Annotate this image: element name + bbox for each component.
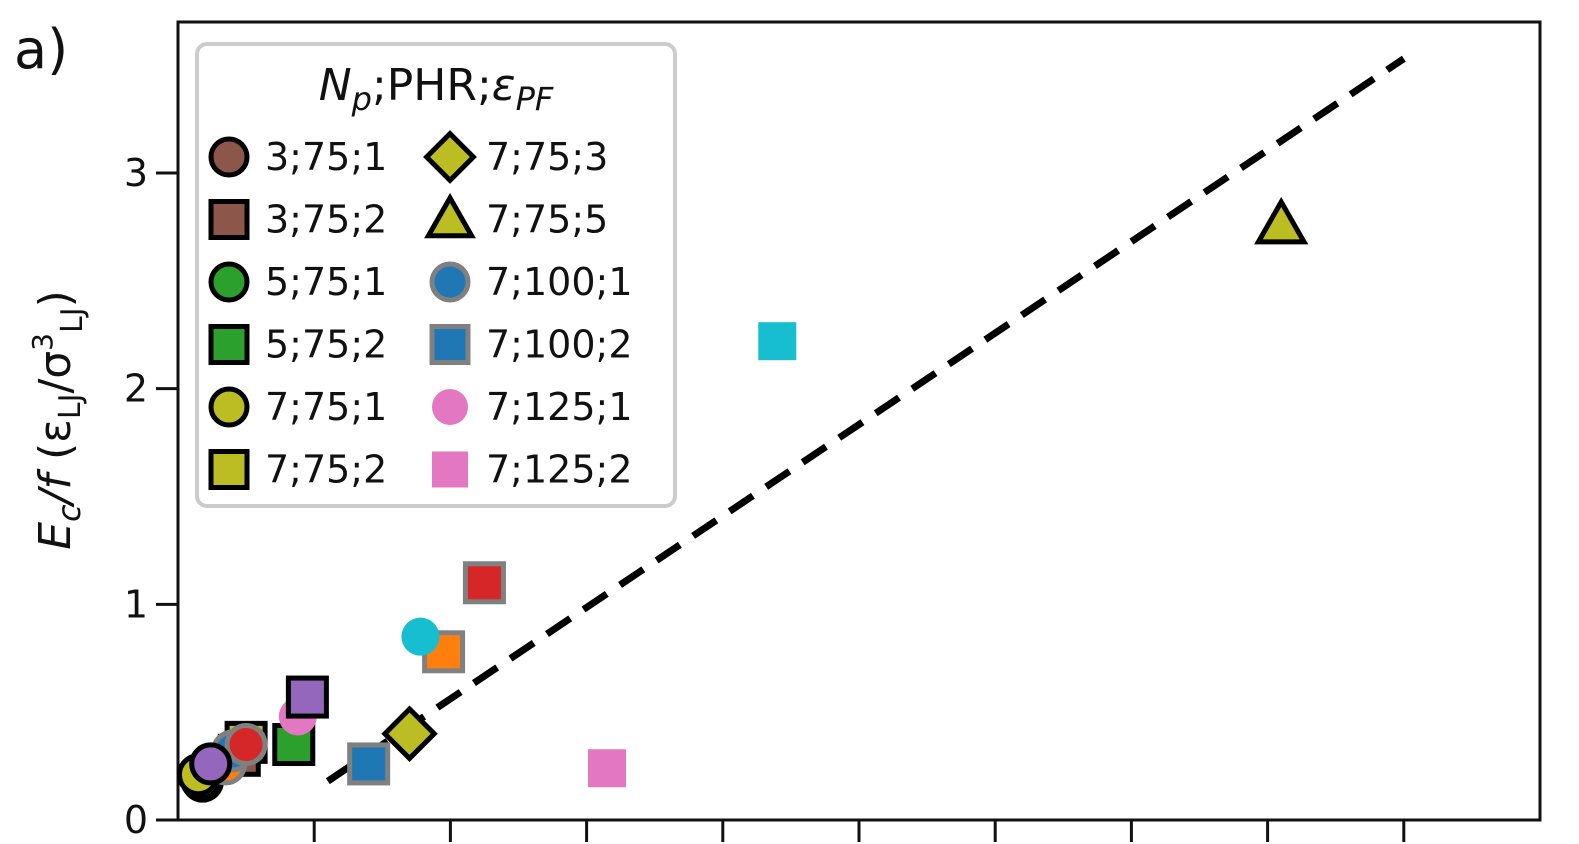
legend-marker-triangle xyxy=(424,192,476,239)
fit-line xyxy=(325,55,1406,785)
legend-label: 5;75;2 xyxy=(265,323,387,367)
legend-marker-square xyxy=(208,199,250,240)
y-axis-title: Ec/f (εLJ/σ3LJ) xyxy=(26,290,90,550)
data-point-circle xyxy=(401,617,440,656)
y-tick-label: 2 xyxy=(124,367,148,411)
legend-title: Np;PHR;εPF xyxy=(319,60,554,118)
legend-marker-square xyxy=(429,324,471,365)
legend-label: 7;75;5 xyxy=(486,198,608,242)
legend: Np;PHR;εPF 3;75;1 3;75;2 5;75;1 5;75;2 7;75;1… xyxy=(195,42,677,508)
legend-entry: 7;75;3 xyxy=(423,130,608,184)
legend-label: 7;100;2 xyxy=(486,323,633,367)
legend-marker-square xyxy=(208,449,250,490)
legend-marker-diamond xyxy=(423,130,477,184)
legend-entry: 3;75;2 xyxy=(208,198,387,242)
y-axis-label: Ec/f (εLJ/σ3LJ) xyxy=(26,290,90,550)
legend-label: 7;75;3 xyxy=(486,135,608,179)
axes: 0 1 2 3 xyxy=(124,20,1542,842)
legend-label: 7;75;1 xyxy=(265,385,387,429)
data-point-square xyxy=(285,675,329,719)
y-tick-label: 3 xyxy=(124,151,148,195)
legend-label: 7;125;2 xyxy=(486,448,633,492)
legend-label: 5;75;1 xyxy=(265,260,387,304)
data-point-circle xyxy=(224,723,268,767)
data-point-square xyxy=(347,742,391,786)
data-points xyxy=(176,196,1309,803)
legend-entry: 5;75;1 xyxy=(208,260,387,304)
legend-label: 3;75;2 xyxy=(265,198,387,242)
legend-label: 3;75;1 xyxy=(265,135,387,179)
legend-entry: 7;75;1 xyxy=(208,385,387,429)
legend-entry: 5;75;2 xyxy=(208,323,387,367)
legend-marker-square xyxy=(208,324,250,365)
y-tick-label: 1 xyxy=(124,582,148,626)
data-point-square xyxy=(462,561,506,605)
legend-entry: 7;75;5 xyxy=(424,192,608,242)
legend-marker-square xyxy=(432,451,468,488)
legend-label: 7;75;2 xyxy=(265,448,387,492)
legend-marker-circle xyxy=(208,261,250,303)
panel-label: a) xyxy=(14,18,69,81)
data-point-circle xyxy=(189,742,233,786)
legend-entry: 3;75;1 xyxy=(208,135,387,179)
legend-marker-circle xyxy=(429,261,471,303)
legend-marker-circle xyxy=(432,389,468,425)
legend-marker-circle xyxy=(208,386,250,428)
data-point-diamond xyxy=(381,705,438,762)
legend-label: 7;100;1 xyxy=(486,260,633,304)
y-tick-label: 0 xyxy=(124,798,148,842)
legend-entry: 7;75;2 xyxy=(208,448,387,492)
fit-line-layer xyxy=(325,55,1406,785)
data-point-square xyxy=(758,322,797,361)
legend-entry: 7;125;1 xyxy=(432,385,633,429)
legend-entry: 7;100;2 xyxy=(429,323,633,367)
legend-label: 7;125;1 xyxy=(486,385,633,429)
data-point-triangle xyxy=(1254,196,1309,245)
legend-entry: 7;100;1 xyxy=(429,260,633,304)
legend-marker-circle xyxy=(208,136,250,178)
legend-entry: 7;125;2 xyxy=(432,448,633,492)
data-point-square xyxy=(588,749,627,788)
